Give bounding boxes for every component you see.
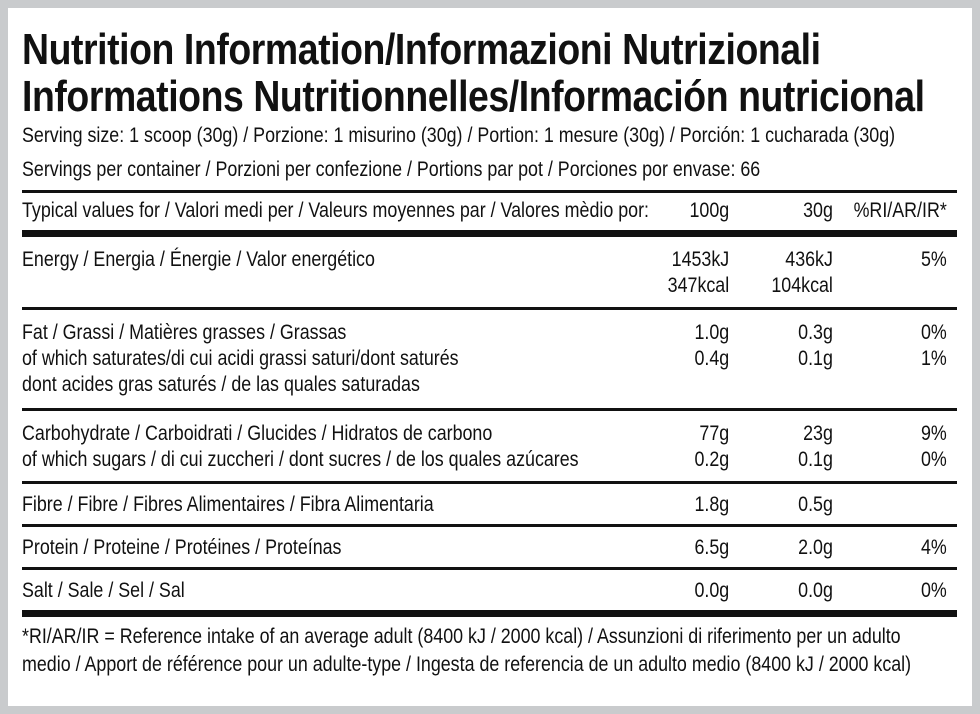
cell-line: 0% xyxy=(920,448,947,471)
footnote: *RI/AR/IR = Reference intake of an avera… xyxy=(22,625,912,676)
cell-line: 2.0g xyxy=(798,536,833,559)
cell-line: of which saturates/di cui acidi grassi s… xyxy=(22,347,459,370)
servings-per-container: Servings per container / Porzioni per co… xyxy=(22,158,761,181)
cell-line: 436kJ xyxy=(785,248,833,271)
nutrient-value: 0% xyxy=(833,578,947,604)
table-row: Salt / Sale / Sel / Sal 0.0g 0.0g 0% xyxy=(22,570,957,610)
cell-line: 0.2g xyxy=(694,448,730,471)
cell-line: Fat / Grassi / Matières grasses / Grassa… xyxy=(22,321,347,344)
nutrient-value: 1453kJ 347kcal xyxy=(627,247,730,299)
rule xyxy=(22,524,957,527)
nutrient-value: 6.5g xyxy=(627,535,729,561)
rule xyxy=(22,610,957,617)
cell-line: Carbohydrate / Carboidrati / Glucides / … xyxy=(22,422,493,445)
rule xyxy=(22,230,957,237)
table-row: Fat / Grassi / Matières grasses / Grassa… xyxy=(22,310,957,408)
cell-line: Energy / Energia / Énergie / Valor energ… xyxy=(22,248,375,271)
cell-line: dont acides gras saturés / de las quales… xyxy=(22,373,420,396)
cell-line: of which sugars / di cui zuccheri / dont… xyxy=(22,448,579,471)
rule xyxy=(22,408,957,411)
nutrient-value: 23g 0.1g xyxy=(729,421,833,473)
cell-line: 1% xyxy=(920,347,947,370)
table-row: Carbohydrate / Carboidrati / Glucides / … xyxy=(22,411,957,481)
table-row: Fibre / Fibre / Fibres Alimentaires / Fi… xyxy=(22,484,957,524)
nutrient-value: 0.0g xyxy=(729,578,833,604)
nutrient-value: 77g 0.2g xyxy=(627,421,729,473)
nutrient-value: 1.0g 0.4g xyxy=(627,320,729,398)
cell-line: 347kcal xyxy=(667,274,730,297)
column-header: 100g xyxy=(689,199,730,222)
cell-line: 4% xyxy=(920,536,947,559)
nutrient-value: 4% xyxy=(833,535,947,561)
nutrient-value: 5% xyxy=(833,247,947,299)
nutrient-value: 9% 0% xyxy=(833,421,947,473)
nutrient-value: 2.0g xyxy=(729,535,833,561)
nutrient-name: Fibre / Fibre / Fibres Alimentaires / Fi… xyxy=(22,492,627,518)
nutrient-value: 436kJ 104kcal xyxy=(729,247,833,299)
serving-size: Serving size: 1 scoop (30g) / Porzione: … xyxy=(22,124,896,147)
cell-line: 104kcal xyxy=(771,274,833,297)
nutrient-name: Salt / Sale / Sel / Sal xyxy=(22,578,627,604)
title: Nutrition Information/Informazioni Nutri… xyxy=(22,25,821,74)
cell-line: 6.5g xyxy=(694,536,730,559)
cell-line: Salt / Sale / Sel / Sal xyxy=(22,579,185,602)
title: Informations Nutritionnelles/Información… xyxy=(22,72,925,121)
nutrient-value: 0.0g xyxy=(627,578,729,604)
nutrient-value: 0% 1% xyxy=(833,320,947,398)
cell-line: 1.0g xyxy=(694,321,730,344)
cell-line: 5% xyxy=(920,248,947,271)
nutrition-table: Typical values for / Valori medi per / V… xyxy=(22,190,957,617)
table-row: Protein / Proteine / Protéines / Proteín… xyxy=(22,527,957,567)
nutrient-value: 1.8g xyxy=(627,492,729,518)
cell-line: 1453kJ xyxy=(671,248,730,271)
nutrient-name: Energy / Energia / Énergie / Valor energ… xyxy=(22,247,627,299)
cell-line: 0.3g xyxy=(798,321,833,344)
header-row: Typical values for / Valori medi per / V… xyxy=(22,193,957,230)
cell-line: Fibre / Fibre / Fibres Alimentaires / Fi… xyxy=(22,493,434,516)
cell-line: 0.1g xyxy=(798,448,833,471)
nutrient-name: Protein / Proteine / Protéines / Proteín… xyxy=(22,535,627,561)
rule xyxy=(22,307,957,310)
cell-line: 0.4g xyxy=(694,347,730,370)
column-header: 30g xyxy=(803,199,833,222)
cell-line: Protein / Proteine / Protéines / Proteín… xyxy=(22,536,342,559)
nutrient-value: 0.5g xyxy=(729,492,833,518)
nutrition-label: Nutrition Information/Informazioni Nutri… xyxy=(22,26,957,679)
cell-line: 0.0g xyxy=(798,579,833,602)
column-header: Typical values for / Valori medi per / V… xyxy=(22,199,650,222)
cell-line: 23g xyxy=(803,422,833,445)
cell-line: 1.8g xyxy=(694,493,730,516)
cell-line: 0.5g xyxy=(798,493,833,516)
column-header: %RI/AR/IR* xyxy=(853,199,947,222)
cell-line: 0% xyxy=(920,321,947,344)
nutrient-value: 0.3g 0.1g xyxy=(729,320,833,398)
nutrient-name: Carbohydrate / Carboidrati / Glucides / … xyxy=(22,421,627,473)
table-row: Energy / Energia / Énergie / Valor energ… xyxy=(22,237,957,307)
cell-line: 0.0g xyxy=(694,579,730,602)
nutrient-name: Fat / Grassi / Matières grasses / Grassa… xyxy=(22,320,627,398)
cell-line: 0% xyxy=(920,579,947,602)
rule xyxy=(22,190,957,193)
cell-line: 77g xyxy=(699,422,730,445)
rule xyxy=(22,567,957,570)
cell-line: 0.1g xyxy=(798,347,833,370)
rule xyxy=(22,481,957,484)
cell-line: 9% xyxy=(920,422,947,445)
nutrient-value xyxy=(833,492,947,518)
